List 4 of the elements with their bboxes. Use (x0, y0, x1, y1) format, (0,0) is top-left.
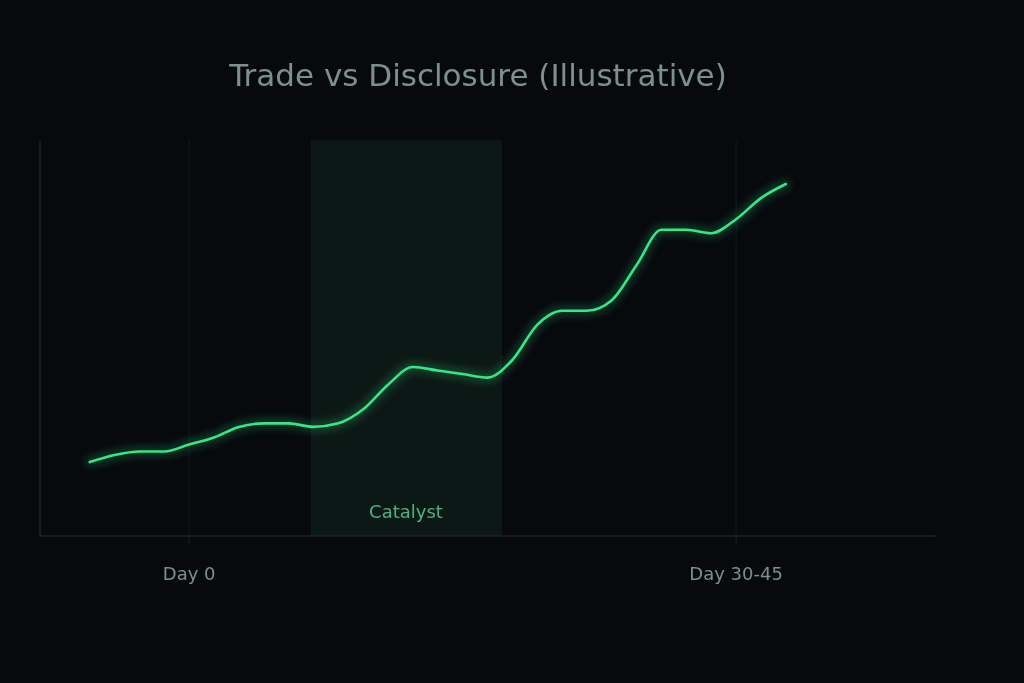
x-tick-label: Day 30-45 (689, 563, 783, 584)
annotation: Catalyst (369, 501, 443, 522)
chart-title: Trade vs Disclosure (Illustrative) (228, 57, 727, 93)
x-tick-label: Day 0 (162, 563, 216, 584)
